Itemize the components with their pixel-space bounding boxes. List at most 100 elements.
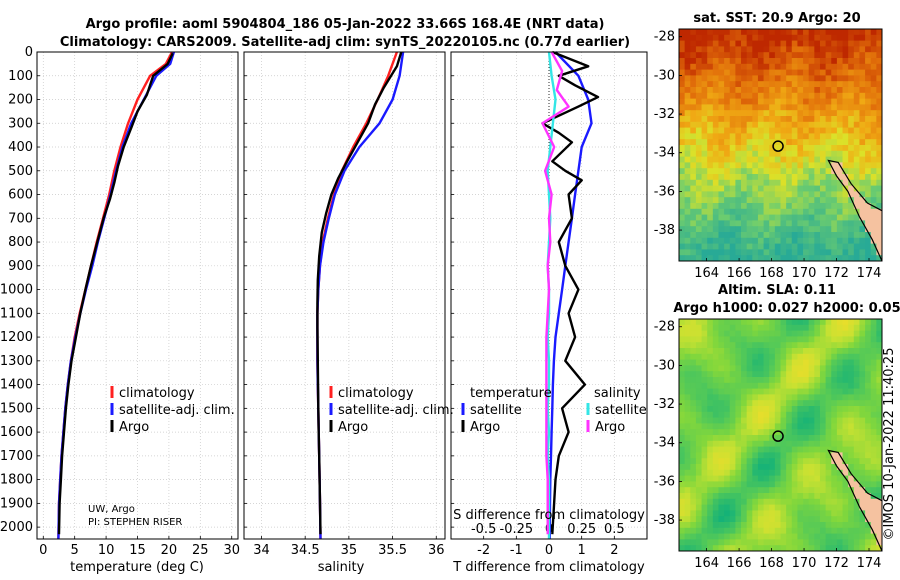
map-cell [741,452,748,459]
map-cell [791,440,798,447]
map-cell [865,545,872,552]
map-cell [853,371,860,378]
map-cell [876,121,883,128]
map-cell [819,174,827,181]
map-cell [718,197,725,204]
map-cell [870,46,877,53]
map-cell [786,469,793,476]
map-cell [786,487,793,494]
map-cell [780,110,787,117]
map-cell [870,342,877,349]
map-cell [757,214,764,221]
map-cell [870,400,877,407]
map-cell [695,371,702,378]
map-cell [763,191,770,198]
map-cell [695,348,702,355]
map-cell [718,87,725,94]
x-tick-label: 0 [39,543,47,558]
map-cell [831,98,838,105]
map-cell [786,197,793,204]
map-cell [757,400,764,407]
map-cell [729,121,736,128]
map-cell [803,191,810,198]
map-cell [831,58,838,65]
map-cell [842,324,849,331]
map-cell [865,249,872,256]
map-cell [746,498,753,505]
map-cell [825,162,832,169]
map-cell [831,203,838,210]
map-cell [718,237,725,244]
map-cell [735,359,742,366]
map-cell [853,365,860,372]
x-tick-label: 15 [129,543,146,558]
map-cell [780,69,787,76]
map-cell [769,359,776,366]
map-cell [746,342,753,349]
map-cell [679,330,686,337]
map-cell [803,324,810,331]
map-cell [808,40,815,47]
map-cell [741,104,748,111]
map-cell [876,40,883,47]
map-cell [729,139,736,146]
map-cell [780,516,787,523]
map-cell [712,232,719,239]
map-cell [757,510,764,517]
map-cell [808,435,815,442]
map-cell [819,127,827,134]
map-cell [786,382,793,389]
map-cell [853,110,860,117]
map-cell [870,150,877,157]
map-cell [752,191,759,198]
map-cell [741,220,748,227]
map-cell [853,487,860,494]
map-cell [814,116,821,123]
y-tick-label: 1100 [0,306,33,321]
map-cell [774,58,781,65]
map-cell [735,98,742,105]
map-cell [769,139,776,146]
map-cell [797,510,804,517]
map-cell [690,203,697,210]
map-cell [808,319,815,326]
map-cell [780,319,787,326]
map-cell [842,377,849,384]
map-cell [836,232,843,239]
map-cell [679,359,686,366]
map-cell [836,388,843,395]
map-cell [859,179,866,186]
map-cell [842,382,849,389]
map-cell [769,382,776,389]
map-cell [718,40,725,47]
map-cell [780,359,787,366]
map-cell [712,458,719,465]
map-cell [701,34,708,41]
map-cell [786,365,793,372]
map-cell [842,400,849,407]
map-cell [707,58,714,65]
map-cell [853,52,860,59]
map-cell [763,87,770,94]
map-cell [865,69,872,76]
map-cell [803,52,810,59]
map-cell [836,330,843,337]
map-cell [718,388,725,395]
map-cell [729,255,736,262]
map-cell [848,121,855,128]
map-cell [690,435,697,442]
map-cell [836,75,843,82]
map-cell [786,458,793,465]
map-cell [803,98,810,105]
map-cell [712,446,719,453]
map-cell [808,203,815,210]
map-cell [797,452,804,459]
map-cell [797,371,804,378]
map-cell [865,179,872,186]
map-cell [831,435,838,442]
map-cell [786,435,793,442]
map-cell [876,527,883,534]
map-cell [819,81,827,88]
map-cell [870,174,877,181]
map-cell [752,533,759,540]
